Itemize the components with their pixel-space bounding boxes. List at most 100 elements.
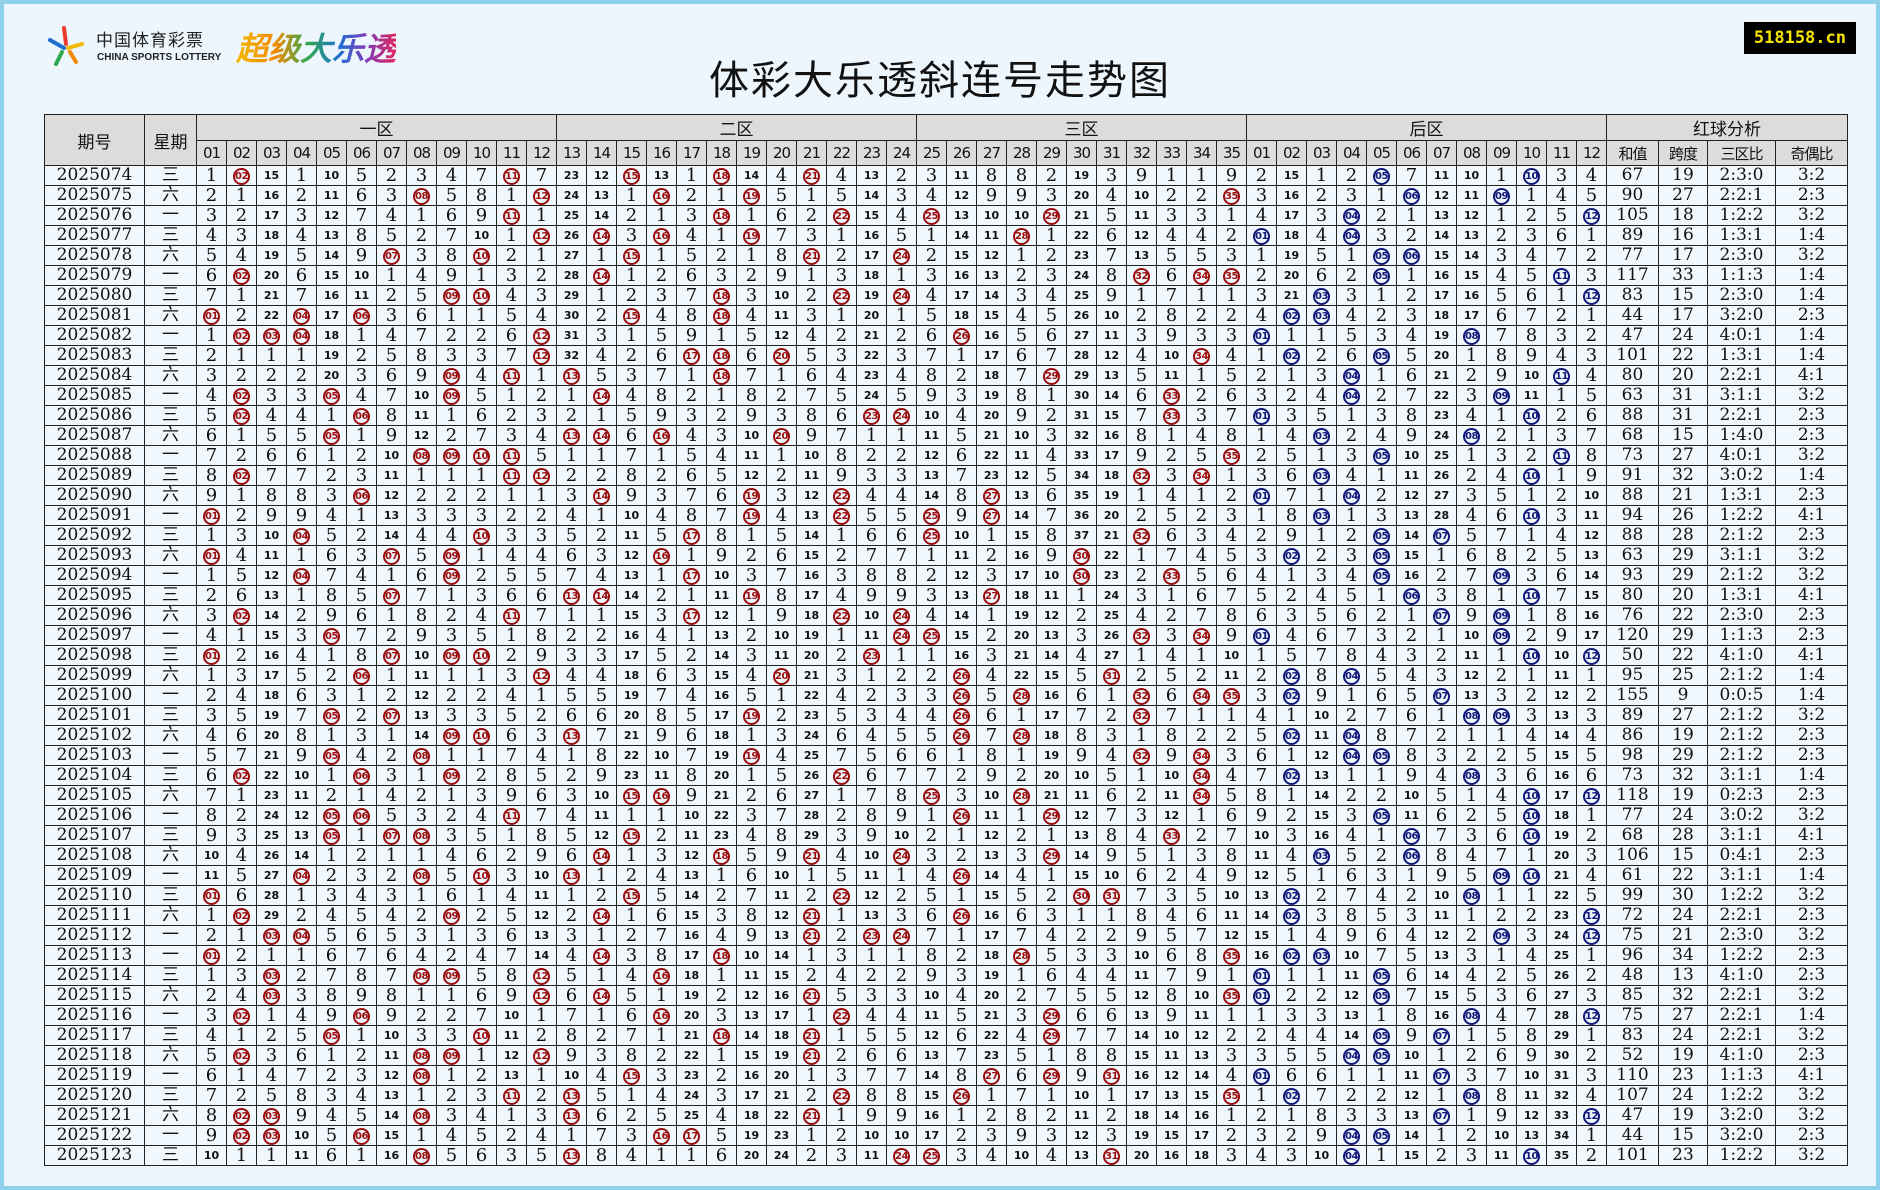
- front-cell-drawn: 09: [436, 965, 467, 986]
- blue-ball-marker: 03: [1313, 427, 1330, 445]
- red-ball-marker: 10: [473, 447, 490, 465]
- front-cell-drawn: 08: [406, 1145, 437, 1166]
- front-cell: 8: [1216, 425, 1247, 446]
- front-cell: 3: [1006, 285, 1037, 306]
- front-cell-drawn: 25: [916, 525, 947, 546]
- front-cell: 2: [1186, 825, 1217, 846]
- front-cell: 1: [436, 925, 467, 946]
- front-cell: 21: [1096, 525, 1127, 546]
- front-cell: 8: [766, 585, 797, 606]
- front-cell: 5: [1036, 465, 1067, 486]
- front-cell: 12: [946, 565, 977, 586]
- front-cell: 8: [946, 485, 977, 506]
- back-cell: 30: [1546, 1045, 1577, 1066]
- front-cell: 12: [946, 185, 977, 206]
- front-cell-drawn: 07: [376, 825, 407, 846]
- front-cell: 2: [586, 465, 617, 486]
- back-cell: 18: [1546, 805, 1577, 826]
- red-ball-marker: 28: [1013, 947, 1030, 965]
- back-cell: 10: [1516, 1065, 1547, 1086]
- sum-cell: 101: [1606, 345, 1659, 366]
- front-cell: 8: [376, 405, 407, 426]
- front-cell: 2: [526, 705, 557, 726]
- front-cell-drawn: 13: [556, 365, 587, 386]
- blue-ball-marker: 01: [1253, 967, 1270, 985]
- front-cell: 2: [466, 765, 497, 786]
- front-cell: 23: [556, 165, 587, 186]
- front-cell: 1: [406, 885, 437, 906]
- front-cell: 9: [406, 365, 437, 386]
- table-row: 2025120 三 7 2 5 8 3 4 13 1 2 3 11 2 13 5 1 4 24 3 17 21 2 22 8 8 1…: [44, 1085, 1848, 1106]
- zone-ratio-cell: 3:1:1: [1707, 865, 1776, 886]
- red-ball-marker: 03: [263, 967, 280, 985]
- front-cell: 1: [1006, 705, 1037, 726]
- front-cell: 2: [286, 965, 317, 986]
- front-cell-drawn: 29: [1036, 1005, 1067, 1026]
- back-cell: 2: [1486, 965, 1517, 986]
- back-cell: 1: [1516, 425, 1547, 446]
- front-cell: 21: [976, 1005, 1007, 1026]
- front-cell: 4: [676, 685, 707, 706]
- blue-ball-marker: 08: [1463, 327, 1480, 345]
- back-cell-drawn: 02: [1276, 725, 1307, 746]
- front-cell: 17: [316, 305, 347, 326]
- header-front-35: 35: [1216, 140, 1247, 166]
- front-cell: 9: [706, 545, 737, 566]
- front-cell: 7: [346, 625, 377, 646]
- header-front-05: 05: [316, 140, 347, 166]
- front-cell: 3: [406, 925, 437, 946]
- parity-cell: 2:3: [1775, 1125, 1848, 1146]
- front-cell: 11: [406, 405, 437, 426]
- front-cell: 3: [736, 645, 767, 666]
- front-cell: 13: [1066, 1145, 1097, 1166]
- front-cell-drawn: 31: [1096, 1145, 1127, 1166]
- red-ball-marker: 31: [1103, 887, 1120, 905]
- front-cell: 14: [766, 945, 797, 966]
- period-cell: 2025083: [44, 345, 145, 366]
- front-cell: 7: [856, 785, 887, 806]
- front-cell-drawn: 17: [676, 565, 707, 586]
- front-cell: 2: [1036, 885, 1067, 906]
- header-period: 期号: [44, 114, 145, 166]
- back-cell: 17: [1546, 785, 1577, 806]
- front-cell: 7: [436, 225, 467, 246]
- front-cell: 1: [226, 1065, 257, 1086]
- front-cell: 5: [376, 225, 407, 246]
- front-cell: 1: [826, 225, 857, 246]
- front-cell: 7: [916, 345, 947, 366]
- front-cell: 11: [676, 825, 707, 846]
- front-cell: 17: [976, 925, 1007, 946]
- front-cell: 15: [976, 885, 1007, 906]
- zone-ratio-cell: 3:1:1: [1707, 825, 1776, 846]
- front-cell-drawn: 02: [226, 465, 257, 486]
- front-cell: 3: [406, 1025, 437, 1046]
- weekday-cell: 六: [144, 1105, 197, 1126]
- front-cell-drawn: 13: [556, 865, 587, 886]
- front-cell: 4: [346, 1085, 377, 1106]
- back-cell: 15: [1396, 1145, 1427, 1166]
- span-cell: 29: [1658, 565, 1708, 586]
- site-badge[interactable]: 518158.cn: [1743, 22, 1856, 54]
- front-cell: 5: [1156, 925, 1187, 946]
- back-cell-drawn: 10: [1516, 465, 1547, 486]
- front-cell: 3: [826, 825, 857, 846]
- front-cell: 4: [976, 665, 1007, 686]
- front-cell: 2: [376, 625, 407, 646]
- table-row: 2025108 六 10 4 26 14 1 2 1 1 4 6 2 9 6 14 1 3 12 18 5 9 21 4 10 2…: [44, 845, 1848, 866]
- back-cell: 11: [1456, 645, 1487, 666]
- span-cell: 16: [1658, 225, 1708, 246]
- red-ball-marker: 21: [803, 847, 820, 865]
- front-cell: 4: [1156, 905, 1187, 926]
- header-back-11: 11: [1546, 140, 1577, 166]
- back-cell-drawn: 10: [1516, 1145, 1547, 1166]
- front-cell: 16: [616, 625, 647, 646]
- back-cell: 2: [1396, 885, 1427, 906]
- front-cell-drawn: 04: [286, 925, 317, 946]
- front-cell: 3: [1186, 845, 1217, 866]
- blue-ball-marker: 04: [1343, 367, 1360, 385]
- zone-ratio-cell: 1:2:2: [1707, 945, 1776, 966]
- back-cell-drawn: 09: [1486, 385, 1517, 406]
- front-cell: 2: [1096, 705, 1127, 726]
- front-cell: 2: [226, 305, 257, 326]
- front-cell: 14: [1096, 385, 1127, 406]
